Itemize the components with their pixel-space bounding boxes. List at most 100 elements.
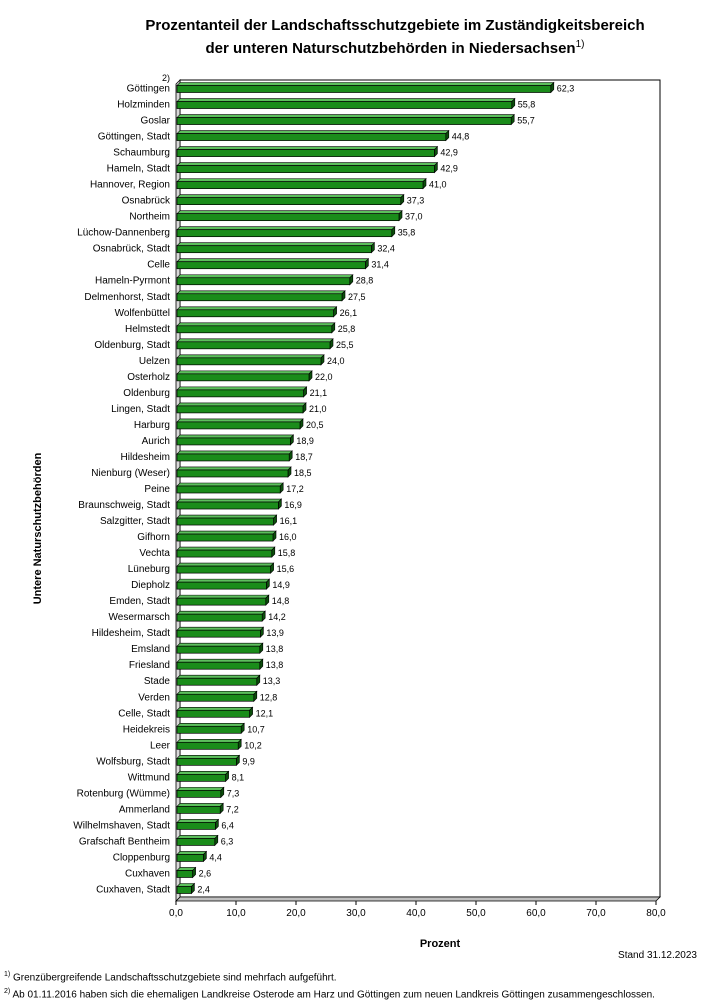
bar-value-label: 41,0 (429, 180, 447, 190)
category-label: Rotenburg (Wümme) (77, 788, 170, 799)
category-label: Peine (144, 484, 170, 495)
category-label: Verden (138, 692, 170, 703)
category-label: Harburg (134, 420, 170, 431)
category-label: Stade (144, 676, 171, 687)
bar (176, 181, 424, 189)
category-label: Heidekreis (123, 724, 170, 735)
chart-title: Prozentanteil der Landschaftsschutzgebie… (100, 16, 690, 58)
bar-value-label: 22,0 (315, 372, 333, 382)
bar-value-label: 37,0 (405, 212, 423, 222)
category-label: Friesland (129, 660, 170, 671)
bar-value-label: 10,2 (244, 740, 262, 750)
bar-top (176, 306, 338, 311)
bar-value-label: 13,9 (266, 628, 284, 638)
bar-top (176, 210, 403, 214)
bar (176, 421, 301, 430)
bar-value-label: 15,6 (277, 564, 295, 574)
footnote-1: 1) Grenzübergreifende Landschaftsschutzg… (4, 968, 655, 985)
bar (176, 485, 281, 494)
bar-value-label: 2,4 (197, 884, 210, 894)
category-label: Grafschaft Bentheim (79, 836, 170, 847)
bar-top (176, 819, 220, 823)
bar-value-label: 21,0 (309, 404, 327, 414)
footnote-2-mark: 2) (4, 988, 11, 996)
bar-top (176, 803, 224, 807)
bar (176, 677, 258, 686)
bar-top (176, 594, 270, 599)
bar (176, 517, 274, 526)
category-label: Ammerland (119, 804, 170, 815)
bar-value-label: 6,4 (221, 820, 234, 830)
bar (176, 325, 333, 334)
bar-top (176, 835, 219, 839)
bar-value-label: 7,3 (227, 788, 240, 798)
bar-value-label: 9,9 (242, 756, 255, 766)
bar-value-label: 13,3 (263, 676, 281, 686)
category-label: Cuxhaven (125, 868, 170, 879)
bar-value-label: 25,5 (336, 340, 354, 350)
bar-top (176, 354, 325, 359)
x-tick-label: 0,0 (169, 908, 183, 919)
stand-date: Stand 31.12.2023 (618, 950, 697, 961)
category-label: Uelzen (139, 356, 170, 367)
bar (176, 405, 304, 414)
bar (176, 357, 322, 366)
bar (176, 790, 222, 798)
category-label: Celle, Stadt (118, 708, 170, 719)
bar-value-label: 12,8 (260, 692, 278, 702)
bar (176, 661, 261, 670)
bar-value-label: 7,2 (226, 804, 239, 814)
bar (176, 309, 334, 318)
x-tick-label: 70,0 (586, 908, 606, 919)
bar (176, 757, 237, 766)
bar (176, 389, 304, 398)
bar-top (176, 642, 264, 647)
category-label: Osnabrück (122, 196, 171, 207)
category-label: Aurich (142, 436, 170, 447)
bar-value-label: 27,5 (348, 292, 366, 302)
bar (176, 822, 216, 830)
x-tick-label: 60,0 (526, 908, 546, 919)
bar-top (176, 274, 354, 279)
bar-top (176, 578, 271, 583)
category-label: Cloppenburg (113, 852, 170, 863)
category-label: Wittmund (128, 772, 170, 783)
bar (176, 213, 400, 222)
bar-value-label: 55,8 (518, 100, 536, 110)
category-label: Hameln-Pyrmont (95, 276, 170, 287)
category-label: Diepholz (131, 580, 170, 591)
category-label: Holzminden (117, 100, 170, 111)
category-label: Emsland (131, 644, 170, 655)
bar-value-label: 14,8 (272, 596, 290, 606)
bar-value-label: 32,4 (377, 244, 395, 254)
bar (176, 597, 267, 606)
bar-value-label: 13,8 (266, 660, 284, 670)
category-label: Braunschweig, Stadt (78, 500, 170, 511)
bar-top (176, 610, 266, 615)
bar-top (176, 114, 515, 118)
bar-top (176, 787, 225, 791)
title-footnote-mark: 1) (575, 39, 585, 50)
category-label: Cuxhaven, Stadt (96, 884, 170, 895)
bar (176, 453, 290, 462)
bar-top (176, 338, 334, 343)
bar (176, 725, 242, 734)
category-label: Gifhorn (137, 532, 170, 543)
bar-top (176, 562, 275, 567)
bar-top (176, 706, 254, 711)
bar-value-label: 37,3 (407, 196, 425, 206)
category-label: Hildesheim, Stadt (92, 628, 171, 639)
x-tick-label: 80,0 (646, 908, 666, 919)
bar (176, 101, 513, 109)
bar-top (176, 146, 439, 150)
bar (176, 437, 291, 446)
bar-value-label: 28,8 (356, 276, 374, 286)
bar-top (176, 290, 346, 295)
bar-top (176, 851, 208, 855)
bar (176, 341, 331, 350)
bar (176, 854, 204, 862)
bar-value-label: 44,8 (452, 132, 470, 142)
bar-top (176, 82, 555, 86)
bar (176, 261, 366, 270)
